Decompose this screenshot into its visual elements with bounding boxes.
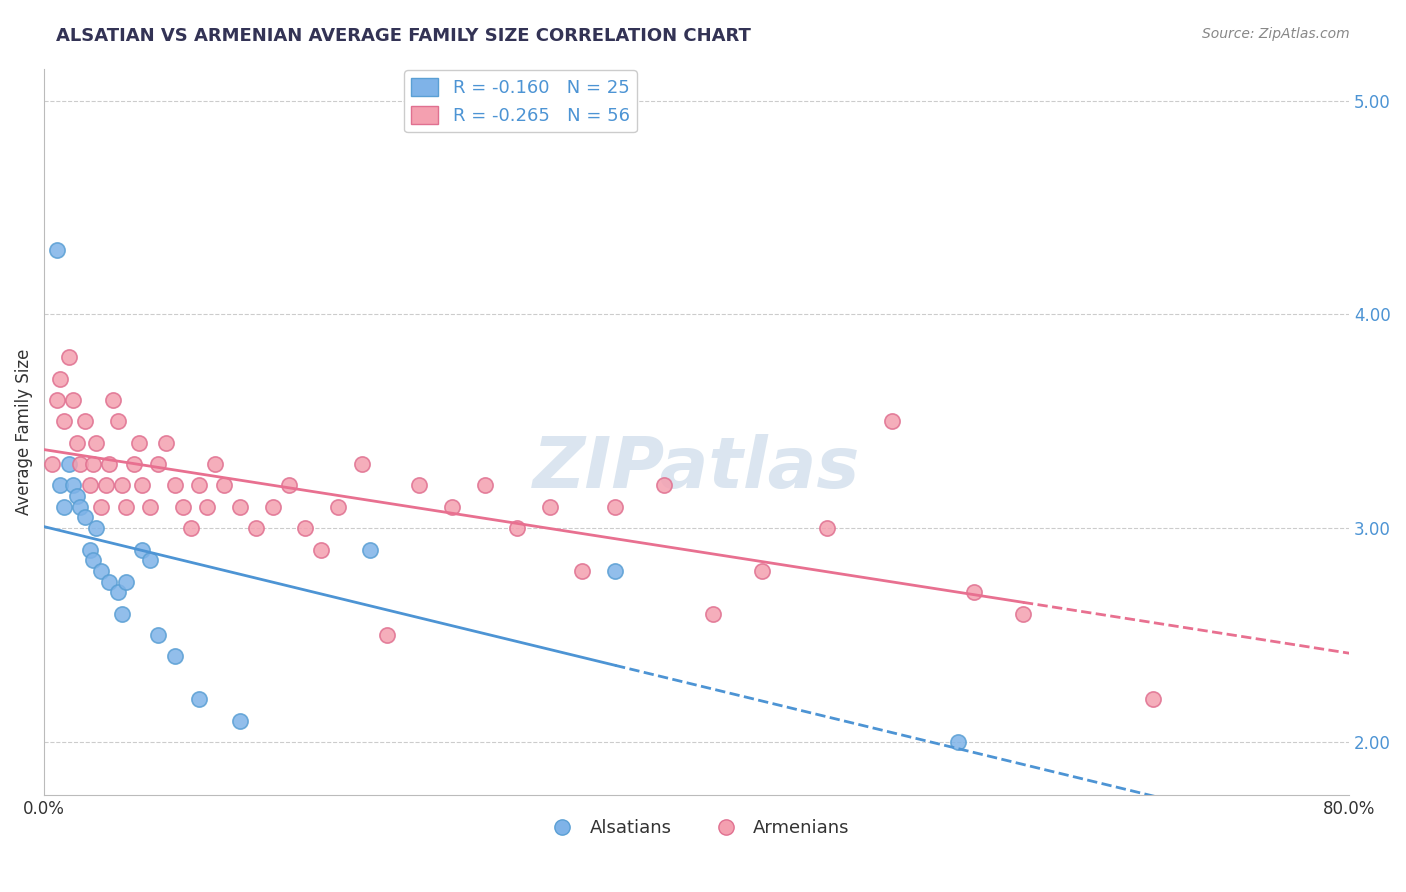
Point	[94, 478, 117, 492]
Text: ALSATIAN VS ARMENIAN AVERAGE FAMILY SIZE CORRELATION CHART: ALSATIAN VS ARMENIAN AVERAGE FAMILY SIZE…	[56, 27, 751, 45]
Point	[882, 414, 904, 428]
Point	[111, 607, 134, 621]
Point	[66, 489, 89, 503]
Point	[440, 500, 463, 514]
Point	[49, 478, 72, 492]
Point	[46, 392, 69, 407]
Point	[49, 371, 72, 385]
Point	[122, 457, 145, 471]
Point	[82, 553, 104, 567]
Point	[652, 478, 675, 492]
Point	[111, 478, 134, 492]
Point	[69, 457, 91, 471]
Legend: Alsatians, Armenians: Alsatians, Armenians	[537, 812, 856, 845]
Point	[98, 457, 121, 471]
Point	[139, 500, 162, 514]
Point	[86, 435, 108, 450]
Point	[229, 714, 252, 728]
Point	[815, 521, 838, 535]
Point	[58, 350, 80, 364]
Point	[62, 392, 84, 407]
Point	[163, 478, 186, 492]
Point	[474, 478, 496, 492]
Y-axis label: Average Family Size: Average Family Size	[15, 349, 32, 516]
Point	[326, 500, 349, 514]
Point	[963, 585, 986, 599]
Point	[139, 553, 162, 567]
Point	[41, 457, 63, 471]
Point	[262, 500, 284, 514]
Point	[131, 478, 153, 492]
Point	[229, 500, 252, 514]
Point	[86, 521, 108, 535]
Point	[277, 478, 299, 492]
Point	[148, 628, 170, 642]
Point	[702, 607, 724, 621]
Point	[66, 435, 89, 450]
Text: Source: ZipAtlas.com: Source: ZipAtlas.com	[1202, 27, 1350, 41]
Point	[408, 478, 430, 492]
Point	[1142, 692, 1164, 706]
Point	[69, 500, 91, 514]
Point	[163, 649, 186, 664]
Point	[58, 457, 80, 471]
Point	[90, 564, 112, 578]
Point	[46, 244, 69, 258]
Point	[107, 414, 129, 428]
Point	[538, 500, 561, 514]
Point	[148, 457, 170, 471]
Point	[52, 500, 75, 514]
Point	[603, 564, 626, 578]
Point	[82, 457, 104, 471]
Point	[90, 500, 112, 514]
Point	[107, 585, 129, 599]
Point	[375, 628, 398, 642]
Point	[506, 521, 529, 535]
Point	[204, 457, 226, 471]
Point	[571, 564, 593, 578]
Point	[52, 414, 75, 428]
Point	[79, 478, 101, 492]
Point	[311, 542, 333, 557]
Point	[114, 574, 136, 589]
Point	[62, 478, 84, 492]
Point	[294, 521, 316, 535]
Point	[98, 574, 121, 589]
Point	[79, 542, 101, 557]
Point	[172, 500, 194, 514]
Point	[188, 478, 211, 492]
Point	[73, 510, 96, 524]
Point	[245, 521, 267, 535]
Point	[180, 521, 202, 535]
Point	[131, 542, 153, 557]
Point	[212, 478, 235, 492]
Point	[946, 735, 969, 749]
Point	[751, 564, 773, 578]
Point	[603, 500, 626, 514]
Text: ZIPatlas: ZIPatlas	[533, 434, 860, 503]
Point	[1012, 607, 1035, 621]
Point	[195, 500, 218, 514]
Point	[114, 500, 136, 514]
Point	[101, 392, 124, 407]
Point	[155, 435, 177, 450]
Point	[359, 542, 381, 557]
Point	[188, 692, 211, 706]
Point	[352, 457, 374, 471]
Point	[73, 414, 96, 428]
Point	[128, 435, 150, 450]
